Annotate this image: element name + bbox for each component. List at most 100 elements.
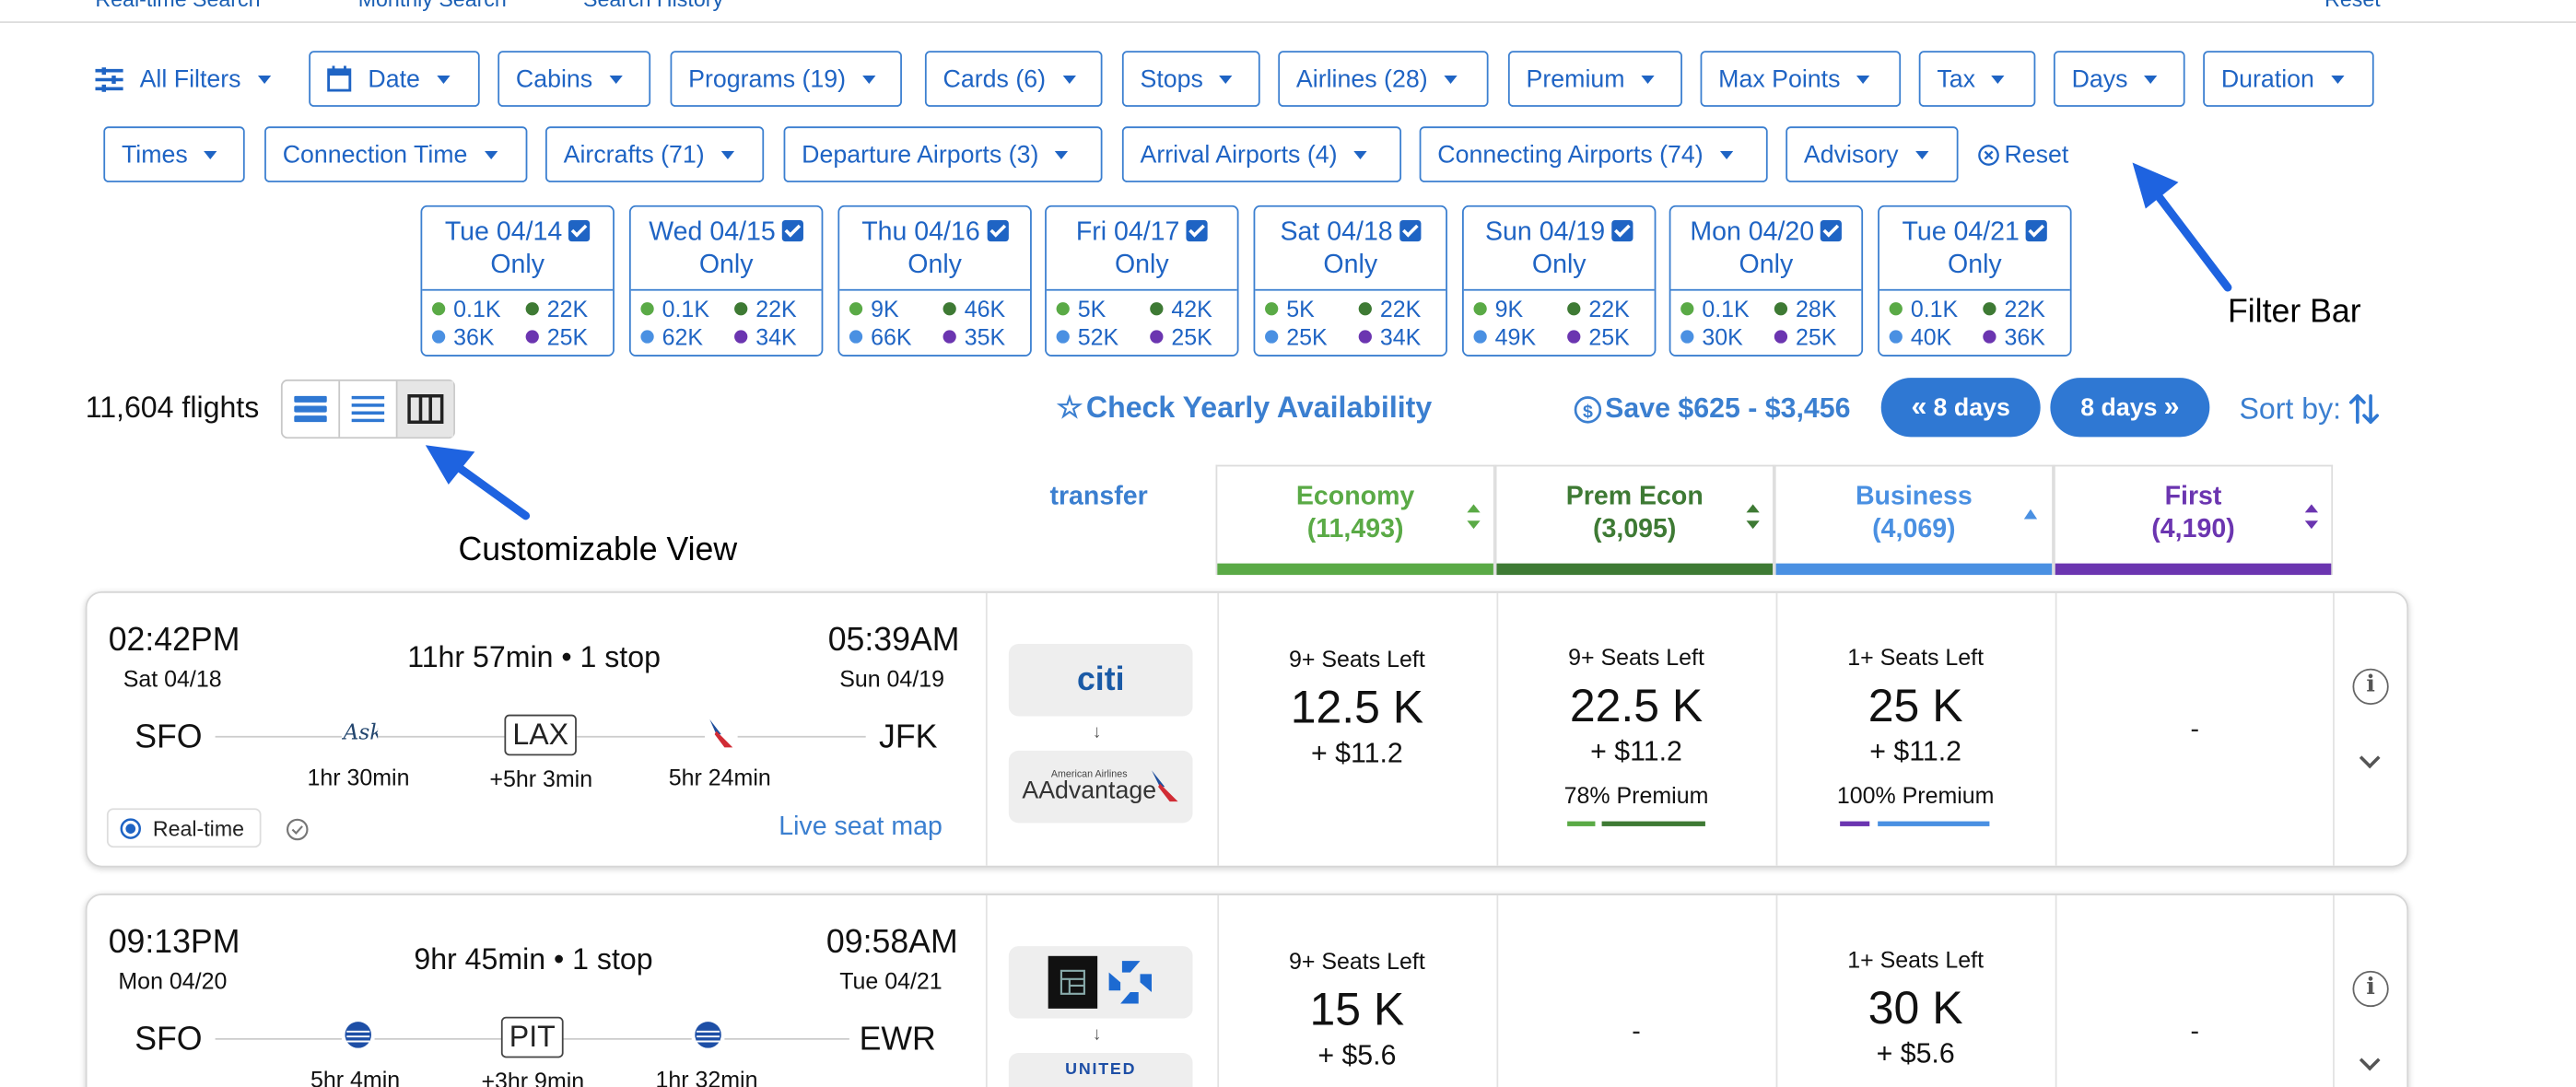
economy-cell[interactable]: 9+ Seats Left 15 K + $5.6: [1217, 948, 1496, 1073]
date-card[interactable]: Sat 04/18 Only 5K 22K 25K 34K: [1253, 205, 1447, 356]
view-columns-button[interactable]: [397, 380, 454, 438]
realtime-badge[interactable]: Real-time: [106, 808, 261, 848]
divider: [985, 592, 988, 866]
realtime-search-link[interactable]: Real-time Search: [95, 0, 260, 11]
origin-airport: SFO: [135, 719, 203, 756]
divider: [422, 288, 614, 291]
first-cell: -: [2190, 1018, 2200, 1046]
value-text: 25K: [1588, 323, 1630, 350]
filter-programs[interactable]: Programs (19): [670, 51, 902, 107]
business-cell[interactable]: 1+ Seats Left 25 K + $11.2 100% Premium: [1776, 644, 2055, 808]
view-compact-button[interactable]: [283, 380, 341, 438]
date-card-only[interactable]: Only: [1948, 251, 2002, 280]
divider: [1496, 894, 1499, 1087]
checkbox-checked-icon[interactable]: [1821, 219, 1843, 242]
value-text: 5K: [1286, 295, 1315, 322]
checkbox-checked-icon[interactable]: [2026, 219, 2048, 242]
checkbox-checked-icon[interactable]: [1399, 219, 1421, 242]
prem-econ-header[interactable]: Prem Econ (3,095): [1494, 464, 1774, 576]
business-header[interactable]: Business (4,069): [1774, 464, 2054, 576]
checkbox-checked-icon[interactable]: [986, 219, 1009, 242]
economy-header[interactable]: Economy (11,493): [1215, 464, 1495, 576]
date-card[interactable]: Wed 04/15 Only 0.1K 22K 62K 34K: [628, 205, 824, 356]
live-seat-map-link[interactable]: Live seat map: [779, 812, 943, 841]
business-header-count: (4,069): [1872, 515, 1956, 544]
filter-stops[interactable]: Stops: [1121, 51, 1260, 107]
arrival-date: Tue 04/21: [839, 967, 943, 994]
prem-dot-icon: [1567, 302, 1581, 316]
prem-econ-cell[interactable]: 9+ Seats Left 22.5 K + $11.2 78% Premium: [1496, 644, 1775, 808]
business-value: 30K: [1680, 323, 1743, 350]
economy-points: 15 K: [1309, 984, 1405, 1035]
filter-arrival-airports[interactable]: Arrival Airports (4): [1121, 126, 1402, 182]
date-card-only[interactable]: Only: [907, 251, 962, 280]
first-header[interactable]: First (4,190): [2053, 464, 2334, 576]
monthly-search-link[interactable]: Monthly Search: [358, 0, 507, 11]
date-card-only[interactable]: Only: [1531, 251, 1587, 280]
date-card-only[interactable]: Only: [1323, 251, 1378, 280]
chevron-down-icon[interactable]: [2359, 1049, 2381, 1071]
reset-button[interactable]: Reset: [1978, 140, 2068, 169]
date-card[interactable]: Thu 04/16 Only 9K 46K 66K 35K: [837, 205, 1032, 356]
business-premium: 100% Premium: [1836, 781, 1995, 809]
arrow-down-icon: ↓: [1092, 722, 1102, 742]
filter-advisory[interactable]: Advisory: [1786, 126, 1959, 182]
filter-connection-time[interactable]: Connection Time: [264, 126, 528, 182]
date-card[interactable]: Sun 04/19 Only 9K 22K 49K 25K: [1462, 205, 1657, 356]
first-dot-icon: [943, 330, 956, 344]
info-icon[interactable]: i: [2352, 668, 2389, 705]
filter-departure-airports[interactable]: Departure Airports (3): [783, 126, 1103, 182]
value-text: 34K: [1379, 323, 1422, 350]
economy-tax: + $11.2: [1311, 737, 1403, 769]
date-card-only[interactable]: Only: [1114, 251, 1169, 280]
filter-airlines[interactable]: Airlines (28): [1278, 51, 1489, 107]
checkbox-checked-icon[interactable]: [1611, 219, 1633, 242]
checkbox-checked-icon[interactable]: [781, 219, 804, 242]
filter-aircrafts[interactable]: Aircrafts (71): [545, 126, 765, 182]
search-history-link[interactable]: Search History: [583, 0, 723, 11]
date-card[interactable]: Mon 04/20 Only 0.1K 28K 30K 25K: [1669, 205, 1864, 356]
value-text: 35K: [964, 323, 1006, 350]
date-card[interactable]: Tue 04/21 Only 0.1K 22K 40K 36K: [1878, 205, 2072, 356]
divider: [1496, 592, 1499, 866]
flight-card[interactable]: 09:13PM Mon 04/20 9hr 45min • 1 stop 09:…: [85, 894, 2409, 1087]
all-filters-button[interactable]: All Filters: [95, 51, 271, 107]
date-card[interactable]: Tue 04/14 Only 0.1K 22K 36K 25K: [420, 205, 615, 356]
value-text: 0.1K: [453, 295, 501, 322]
sort-by-button[interactable]: Sort by:: [2239, 391, 2380, 427]
filter-date[interactable]: Date: [309, 51, 480, 107]
filter-days[interactable]: Days: [2053, 51, 2185, 107]
prem-dot-icon: [525, 302, 539, 316]
prev-8-days-button[interactable]: «8 days: [1880, 378, 2041, 438]
chevron-down-icon: [720, 150, 734, 159]
flight-card[interactable]: 02:42PM Sat 04/18 11hr 57min • 1 stop 05…: [85, 590, 2409, 868]
business-value: 66K: [849, 323, 912, 350]
first-header-name: First: [2164, 483, 2222, 511]
next-8-days-button[interactable]: 8 days»: [2050, 378, 2210, 438]
filter-tax[interactable]: Tax: [1918, 51, 2036, 107]
double-chevron-left-icon: «: [1911, 391, 1927, 423]
date-card-only[interactable]: Only: [698, 251, 754, 280]
filter-times[interactable]: Times: [103, 126, 245, 182]
departure-time: 09:13PM: [108, 924, 240, 962]
checkbox-checked-icon[interactable]: [1186, 219, 1208, 242]
top-reset-link[interactable]: Reset: [2324, 0, 2381, 11]
filter-connecting-airports[interactable]: Connecting Airports (74): [1419, 126, 1768, 182]
yearly-availability-link[interactable]: ☆ Check Yearly Availability: [1057, 391, 1433, 425]
date-card-only[interactable]: Only: [1739, 251, 1794, 280]
economy-value: 9K: [849, 296, 899, 321]
economy-cell[interactable]: 9+ Seats Left 12.5 K + $11.2: [1217, 646, 1496, 771]
date-card[interactable]: Fri 04/17 Only 5K 42K 52K 25K: [1045, 205, 1239, 356]
filter-cabins[interactable]: Cabins: [498, 51, 651, 107]
checkbox-checked-icon[interactable]: [568, 219, 591, 242]
first-header-count: (4,190): [2151, 515, 2235, 544]
view-list-button[interactable]: [340, 380, 398, 438]
date-card-only[interactable]: Only: [490, 251, 545, 280]
business-cell[interactable]: 1+ Seats Left 30 K + $5.6: [1776, 946, 2055, 1071]
filter-max-points[interactable]: Max Points: [1700, 51, 1902, 107]
info-icon[interactable]: i: [2352, 970, 2389, 1008]
filter-duration[interactable]: Duration: [2203, 51, 2374, 107]
filter-cards[interactable]: Cards (6): [924, 51, 1103, 107]
chevron-down-icon[interactable]: [2359, 747, 2381, 769]
filter-premium[interactable]: Premium: [1507, 51, 1682, 107]
